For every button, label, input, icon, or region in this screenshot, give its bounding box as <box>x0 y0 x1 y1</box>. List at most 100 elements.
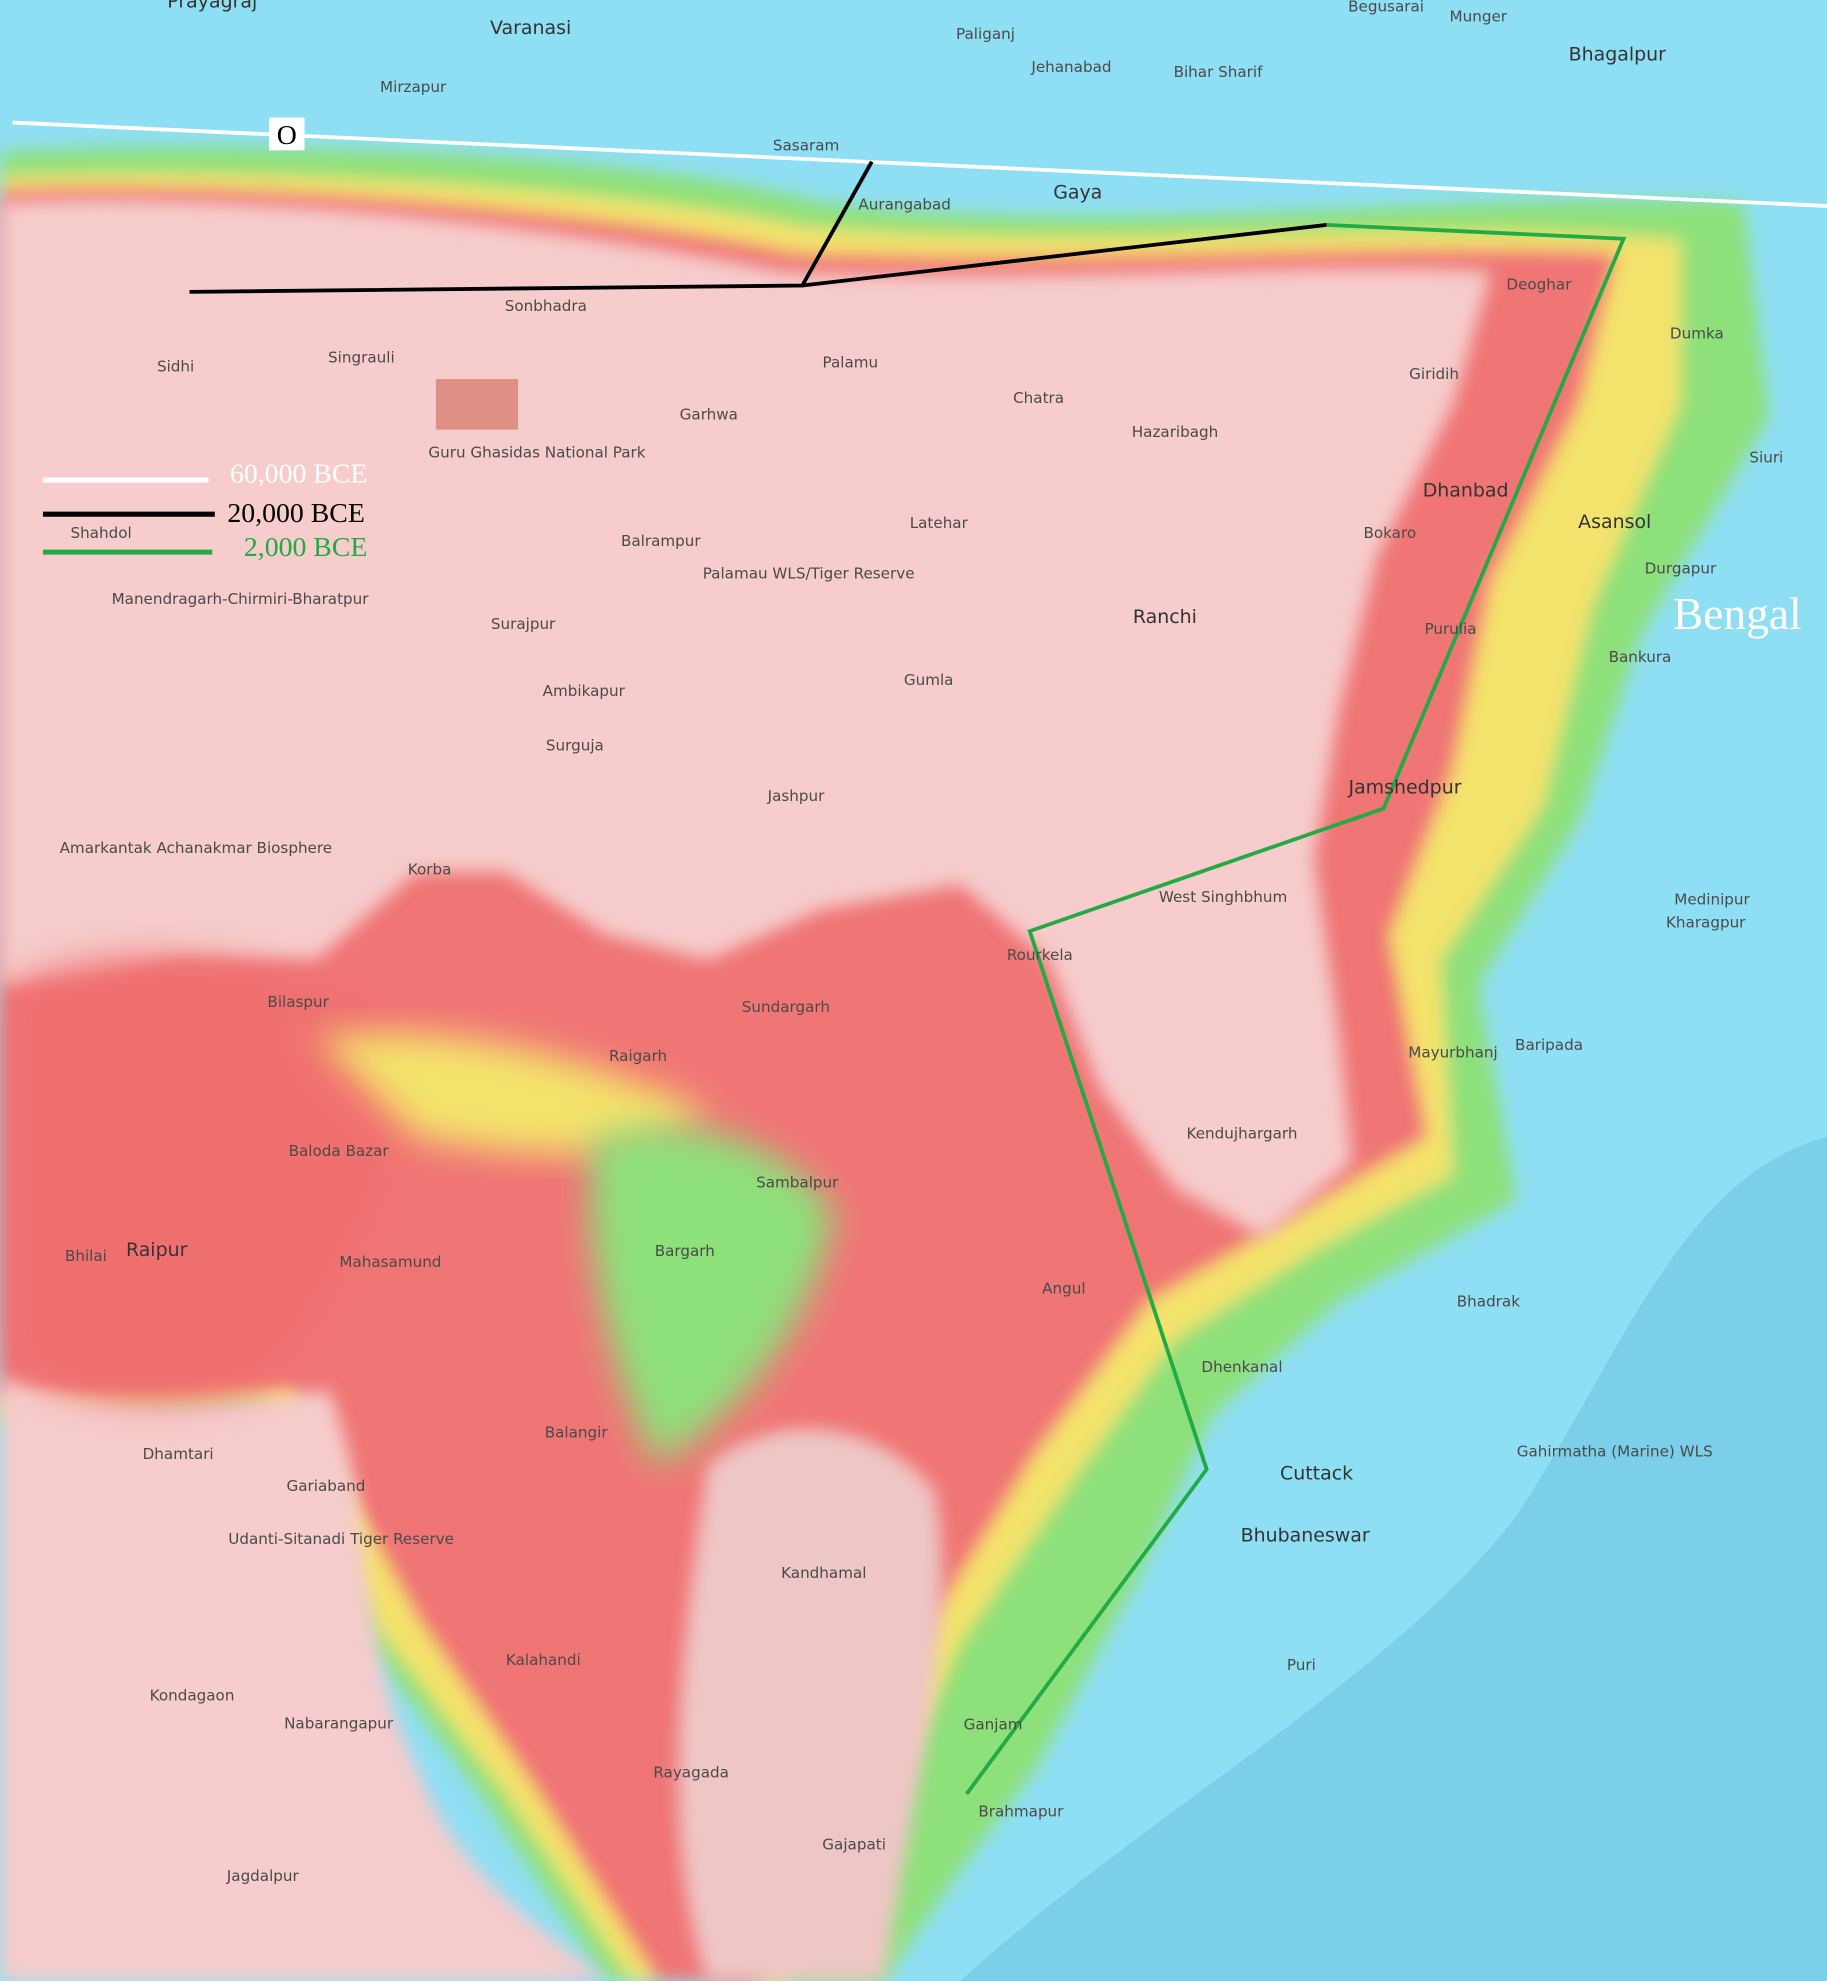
place-label: Medinipur <box>1674 891 1750 909</box>
place-label: Siuri <box>1749 448 1783 466</box>
place-label: Shahdol <box>70 524 131 542</box>
place-label: West Singhbhum <box>1159 888 1287 906</box>
legend-label-60000: 60,000 BCE <box>230 459 367 490</box>
place-label: Puri <box>1287 1656 1316 1674</box>
place-label: Dhenkanal <box>1201 1358 1282 1376</box>
south-hills <box>678 1428 942 1981</box>
place-label: Giridih <box>1409 365 1459 383</box>
place-label: Durgapur <box>1645 560 1717 578</box>
place-label: Bhadrak <box>1457 1292 1520 1310</box>
place-label: Rayagada <box>653 1764 729 1782</box>
place-label: Jashpur <box>767 787 825 805</box>
place-label: Dhamtari <box>143 1445 214 1463</box>
place-label: Varanasi <box>490 17 571 39</box>
gangetic-plain <box>0 0 1827 130</box>
place-label: Sasaram <box>773 136 839 154</box>
line-2000-bce[interactable] <box>965 222 1627 1796</box>
place-label: Raipur <box>126 1239 188 1261</box>
place-label: Kharagpur <box>1666 913 1746 931</box>
marker-box <box>269 117 305 151</box>
place-label: Gumla <box>904 671 954 689</box>
singrauli-mine <box>435 379 519 430</box>
place-label: Amarkantak Achanakmar Biosphere <box>60 839 333 857</box>
place-label: Mirzapur <box>380 78 447 96</box>
place-label: Bihar Sharif <box>1174 63 1264 81</box>
place-label: Surajpur <box>491 615 556 633</box>
place-label: Garhwa <box>680 405 738 423</box>
place-label: Jagdalpur <box>226 1867 300 1885</box>
sea <box>960 1137 1827 1981</box>
marker-label: O <box>277 120 297 151</box>
place-label: Chatra <box>1013 389 1064 407</box>
place-label: Nabarangapur <box>284 1714 394 1732</box>
legend-label-20000: 20,000 BCE <box>227 498 364 529</box>
place-label: Gaya <box>1053 181 1102 203</box>
place-label: Munger <box>1450 7 1508 25</box>
place-label: Raigarh <box>609 1047 667 1065</box>
place-label: Dumka <box>1670 325 1724 343</box>
place-label: Angul <box>1042 1280 1085 1298</box>
place-label: Bilaspur <box>267 993 329 1011</box>
chhattisgarh-basin-red <box>12 957 401 1400</box>
place-label: Bankura <box>1609 648 1672 666</box>
place-label: Mahasamund <box>339 1253 441 1271</box>
place-label: Palamu <box>823 354 879 372</box>
place-label: Ambikapur <box>543 682 626 700</box>
place-label: Bargarh <box>655 1242 715 1260</box>
legend: 60,000 BCE 20,000 BCE 2,000 BCE <box>42 459 367 563</box>
place-label: Jamshedpur <box>1347 776 1461 798</box>
place-label: Prayagraj <box>167 0 257 13</box>
place-label: Sidhi <box>157 357 194 375</box>
place-label: Deoghar <box>1506 275 1572 293</box>
place-labels: Prayagraj Varanasi Mirzapur Sasaram Paliganj… <box>60 0 1784 1885</box>
place-label: Guru Ghasidas National Park <box>428 443 645 461</box>
place-label: Brahmapur <box>978 1803 1064 1821</box>
place-label: Cuttack <box>1280 1462 1353 1484</box>
place-label: Purulia <box>1424 620 1476 638</box>
place-label: Sonbhadra <box>505 297 587 315</box>
west-plateau <box>0 1377 607 1981</box>
place-label: Jehanabad <box>1030 58 1111 76</box>
place-label: Singrauli <box>328 349 395 367</box>
place-label: Ranchi <box>1133 606 1197 628</box>
place-label: Paliganj <box>956 25 1015 43</box>
place-label: Latehar <box>910 514 969 532</box>
place-label: Aurangabad <box>858 196 951 214</box>
place-label: Rourkela <box>1007 946 1073 964</box>
place-label: Dhanbad <box>1423 480 1509 502</box>
chota-nagpur-plateau <box>0 199 1491 1239</box>
mahanadi-valley-yellow <box>315 1032 708 1154</box>
place-label: Palamau WLS/Tiger Reserve <box>703 565 915 583</box>
region-label: Bengal <box>1673 588 1802 639</box>
place-label: Surguja <box>546 736 604 754</box>
place-label: Korba <box>408 860 452 878</box>
place-label: Udanti-Sitanadi Tiger Reserve <box>228 1530 454 1548</box>
place-label: Mayurbhanj <box>1408 1043 1498 1061</box>
place-label: Bhubaneswar <box>1241 1524 1370 1546</box>
place-label: Gahirmatha (Marine) WLS <box>1517 1443 1713 1461</box>
place-label: Baripada <box>1515 1036 1583 1054</box>
place-label: Kandhamal <box>781 1564 866 1582</box>
place-label: Bhagalpur <box>1569 44 1667 66</box>
mahanadi-valley-green <box>590 1127 834 1466</box>
place-label: Asansol <box>1578 511 1651 533</box>
place-label: Ganjam <box>964 1716 1023 1734</box>
place-label: Sambalpur <box>756 1174 839 1192</box>
place-label: Bhilai <box>65 1247 107 1265</box>
place-label: Manendragarh-Chirmiri-Bharatpur <box>112 590 370 608</box>
place-label: Hazaribagh <box>1132 423 1219 441</box>
legend-label-2000: 2,000 BCE <box>244 532 367 563</box>
place-label: Gajapati <box>822 1836 886 1854</box>
place-label: Sundargarh <box>742 998 830 1016</box>
place-label: Begusarai <box>1348 0 1424 15</box>
place-label: Baloda Bazar <box>289 1142 390 1160</box>
place-label: Gariaband <box>287 1477 366 1495</box>
place-label: Bokaro <box>1364 524 1417 542</box>
place-label: Balrampur <box>621 532 701 550</box>
place-label: Kondagaon <box>150 1687 235 1705</box>
line-20000-bce-east[interactable] <box>802 223 1327 288</box>
place-label: Balangir <box>545 1424 609 1442</box>
place-label: Kendujhargarh <box>1187 1124 1298 1142</box>
line-60000-bce[interactable] <box>12 120 1827 208</box>
